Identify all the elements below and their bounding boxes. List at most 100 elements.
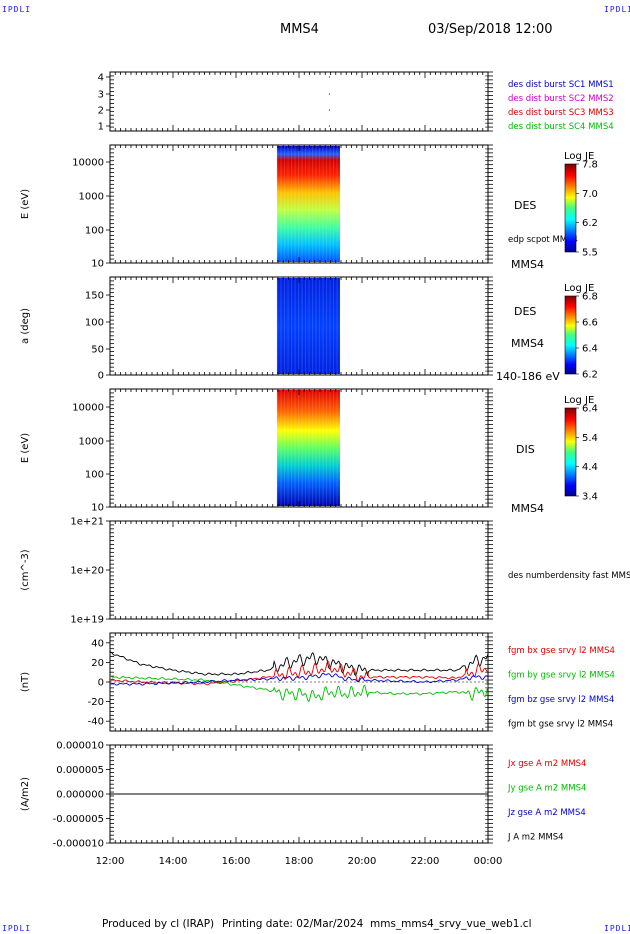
dis-energy-spectrogram-stripe	[304, 390, 307, 506]
panel-density-frame	[109, 520, 489, 620]
dis-energy-spectrogram-stripe	[276, 390, 279, 506]
des-pitch-spectrogram-stripe	[283, 278, 286, 374]
legend-bfield-0: fgm bx gse srvy l2 MMS4	[508, 646, 615, 656]
header-datetime: 03/Sep/2018 12:00	[428, 22, 553, 37]
des-pitch-spectrogram-stripe	[297, 278, 300, 374]
legend-current-1: Jy gse A m2 MMS4	[507, 784, 586, 794]
dis-energy-spectrogram-stripe	[301, 390, 303, 506]
des-energy-spectrogram-stripe	[336, 146, 338, 262]
panel-des-pitch-ytick-label: 150	[85, 291, 104, 302]
des-energy-spectrogram-stripe	[311, 146, 314, 262]
colorbar-des-pitch-tick-label: 6.8	[582, 292, 598, 303]
colorbar-dis-energy-tick-label: 6.4	[582, 404, 598, 415]
label-des-pitch-sc: MMS4	[511, 337, 544, 350]
des-pitch-spectrogram-stripe	[304, 278, 307, 374]
corner-tag-top-left: IPDLI	[2, 5, 32, 14]
footer-produced: Produced by cl (IRAP)	[102, 918, 215, 930]
des-energy-spectrogram-stripe	[276, 146, 279, 262]
des-energy-spectrogram-stripe	[294, 146, 296, 262]
panel-dis-energy-ytick-label: 100	[85, 470, 104, 481]
colorbar-des-pitch-tick-label: 6.4	[582, 344, 598, 355]
time-tick-label: 22:00	[411, 856, 440, 867]
des-energy-spectrogram-stripe	[329, 146, 331, 262]
panel-current-ytick-label: 0.000000	[56, 790, 104, 801]
panel-density-ylabel: (cm^-3)	[20, 549, 31, 590]
dis-energy-spectrogram-stripe	[280, 390, 282, 506]
dis-energy-spectrogram-stripe	[315, 390, 317, 506]
des-pitch-spectrogram-stripe	[276, 278, 279, 374]
dis-energy-spectrogram-stripe	[311, 390, 314, 506]
header-spacecraft: MMS4	[280, 22, 319, 37]
dis-energy-spectrogram-stripe	[308, 390, 310, 506]
panel-des-pitch-ytick-label: 100	[85, 318, 104, 329]
panel-current-ytick-label: 0.000010	[56, 741, 104, 752]
colorbar-des-pitch-title: Log JE	[564, 283, 594, 294]
des-energy-spectrogram-stripe	[325, 146, 328, 262]
time-tick-label: 20:00	[348, 856, 377, 867]
panel-des-energy-ylabel: E (eV)	[20, 189, 31, 219]
dis-energy-spectrogram-stripe	[336, 390, 338, 506]
des-energy-spectrogram-stripe	[290, 146, 293, 262]
colorbar-des-energy-scale	[564, 163, 577, 253]
corner-tag-bottom-left: IPDLI	[2, 924, 32, 933]
colorbar-des-energy-tick-label: 5.5	[582, 248, 598, 259]
panel-des-energy-ytick-label: 100	[85, 226, 104, 237]
label-dis-sc: MMS4	[511, 502, 544, 515]
des-energy-spectrogram-stripe	[287, 146, 289, 262]
bfield-series-line	[109, 672, 489, 686]
legend-current-0: Jx gse A m2 MMS4	[507, 759, 586, 769]
colorbar-dis-energy-tick-label: 4.4	[582, 462, 598, 473]
colorbar-des-pitch-tick-label: 6.6	[582, 318, 598, 329]
des-pitch-spectrogram	[276, 278, 340, 374]
legend-bfield-2: fgm bz gse srvy l2 MMS4	[508, 695, 614, 705]
des-energy-spectrogram-stripe	[283, 146, 286, 262]
time-tick-label: 00:00	[474, 856, 503, 867]
dis-energy-spectrogram-stripe	[290, 390, 293, 506]
panel-des-energy-ytick-label: 10000	[72, 158, 104, 169]
corner-tag-top-right: IPDLI	[604, 5, 630, 14]
des-energy-spectrogram-stripe	[318, 146, 321, 262]
legend-bfield-1: fgm by gse srvy l2 MMS4	[508, 671, 615, 681]
panel-burst-ytick-label: 4	[98, 73, 104, 84]
des-pitch-spectrogram-stripe	[301, 278, 303, 374]
colorbar-dis-energy-scale	[564, 407, 577, 497]
colorbar-des-energy-tick-label: 7.0	[582, 189, 598, 200]
footer-printing: Printing date: 02/Mar/2024	[222, 918, 364, 930]
des-energy-spectrogram	[276, 146, 340, 262]
dis-energy-spectrogram-stripe	[329, 390, 331, 506]
panel-bfield-ytick-label: -40	[88, 717, 104, 728]
burst-dot	[328, 76, 330, 78]
des-pitch-spectrogram-stripe	[308, 278, 310, 374]
legend-burst-sc1: des dist burst SC1 MMS1	[508, 80, 614, 90]
panel-current-ytick-label: -0.000005	[53, 814, 104, 825]
des-pitch-spectrogram-stripe	[311, 278, 314, 374]
corner-tag-bottom-right: IPDLI	[604, 924, 630, 933]
des-pitch-spectrogram-stripe	[329, 278, 331, 374]
des-energy-spectrogram-stripe	[308, 146, 310, 262]
colorbar-des-energy-title: Log JE	[564, 151, 594, 162]
panel-des-pitch-ytick-label: 50	[91, 345, 104, 356]
dis-energy-spectrogram-stripe	[332, 390, 335, 506]
burst-dot	[328, 125, 330, 127]
des-energy-spectrogram-stripe	[322, 146, 324, 262]
label-dis-species: DIS	[516, 443, 535, 456]
panel-density-ytick-label: 1e+19	[70, 615, 104, 626]
footer-config: mms_mms4_srvy_vue_web1.cl	[370, 918, 532, 930]
panel-current-ytick-label: -0.000010	[53, 839, 104, 850]
bfield-series-line	[109, 660, 489, 686]
legend-burst-sc4: des dist burst SC4 MMS4	[508, 122, 614, 132]
des-energy-spectrogram-stripe	[301, 146, 303, 262]
legend-burst-sc2: des dist burst SC2 MMS2	[508, 94, 614, 104]
colorbar-des-pitch-scale	[564, 295, 577, 375]
des-pitch-spectrogram-stripe	[280, 278, 282, 374]
des-pitch-spectrogram-stripe	[318, 278, 321, 374]
panel-dis-energy-ytick-label: 1000	[79, 437, 104, 448]
des-pitch-spectrogram-stripe	[287, 278, 289, 374]
label-energy-range: 140-186 eV	[496, 370, 560, 383]
burst-dot	[328, 93, 330, 95]
colorbar-des-energy-tick-label: 6.2	[582, 218, 598, 229]
dis-energy-spectrogram-stripe	[322, 390, 324, 506]
panel-density-ytick-label: 1e+21	[70, 517, 104, 528]
